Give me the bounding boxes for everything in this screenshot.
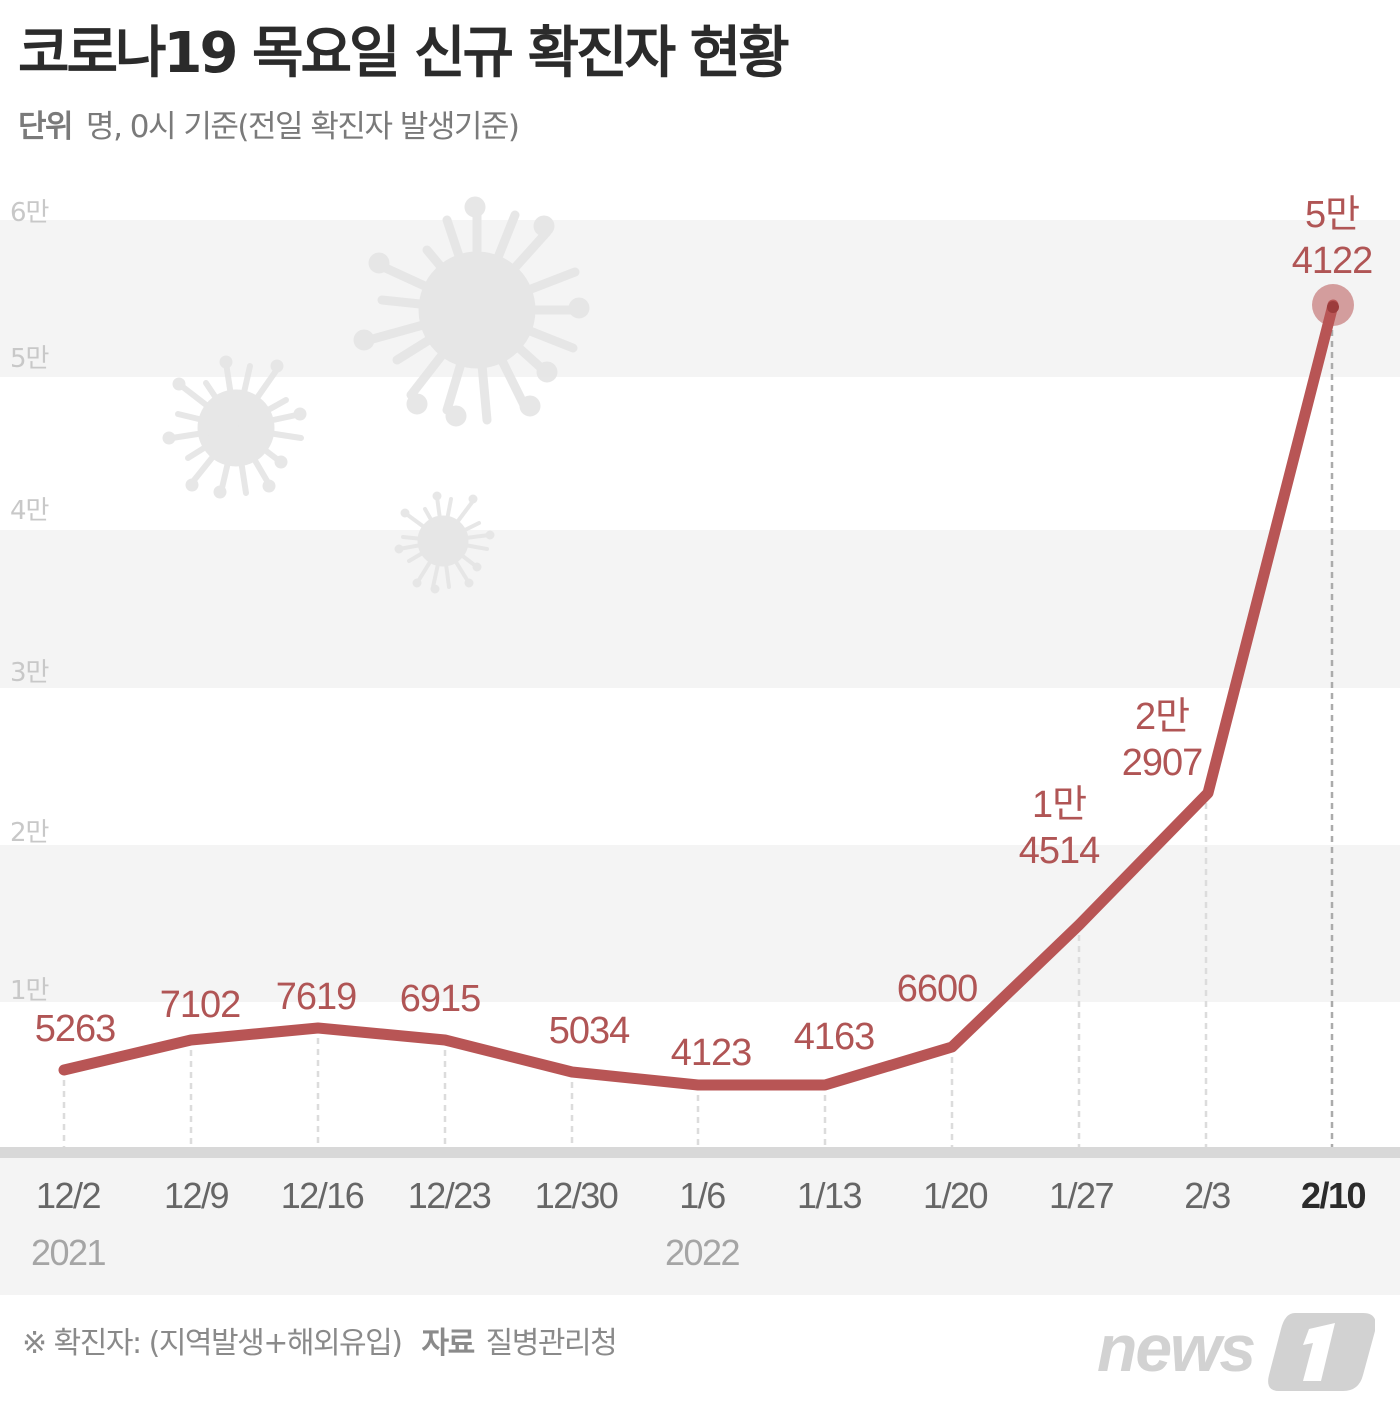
x-tick-label: 12/30 bbox=[534, 1175, 619, 1216]
data-label: 6915 bbox=[399, 978, 482, 1020]
data-label: 4123 bbox=[670, 1032, 753, 1074]
x-tick-label: 1/6 bbox=[679, 1175, 726, 1216]
x-axis-bar bbox=[0, 1147, 1400, 1158]
data-label: 5263 bbox=[34, 1008, 117, 1050]
data-label: 2만 2907 bbox=[1121, 696, 1204, 784]
x-tick-label: 1/13 bbox=[796, 1175, 863, 1216]
data-label: 5034 bbox=[548, 1010, 631, 1052]
x-tick-label: 1/27 bbox=[1048, 1175, 1115, 1216]
x-tick-label: 12/23 bbox=[407, 1175, 492, 1216]
x-axis-panel bbox=[0, 1158, 1400, 1295]
x-tick-label: 12/2 bbox=[35, 1175, 102, 1216]
grid-band bbox=[0, 845, 1400, 1002]
y-tick-label: 4만 bbox=[10, 496, 49, 526]
note-text: ※ 확진자: (지역발생+해외유입) bbox=[22, 1326, 403, 1361]
grid-band bbox=[0, 530, 1400, 688]
year-label: 2021 bbox=[30, 1232, 107, 1273]
footer-note: ※ 확진자: (지역발생+해외유입) 자료 질병관리청 bbox=[22, 1322, 618, 1366]
x-tick-label: 1/20 bbox=[922, 1175, 989, 1216]
y-tick-label: 3만 bbox=[10, 658, 49, 688]
virus-icon bbox=[162, 196, 590, 594]
svg-text:news: news bbox=[1097, 1311, 1254, 1385]
x-tick-label: 12/16 bbox=[280, 1175, 365, 1216]
source-text: 질병관리청 bbox=[485, 1326, 618, 1361]
news1-logo-icon: news bbox=[1097, 1311, 1376, 1391]
chart-title: 코로나19 목요일 신규 확진자 현황 bbox=[18, 21, 790, 86]
year-label: 2022 bbox=[664, 1232, 741, 1273]
source-label: 자료 bbox=[421, 1326, 475, 1361]
guide-lines bbox=[62, 803, 1208, 1148]
y-tick-label: 5만 bbox=[10, 344, 49, 374]
x-tick-label: 12/9 bbox=[163, 1175, 230, 1216]
y-tick-label: 6만 bbox=[10, 198, 49, 228]
x-tick-label-current: 2/10 bbox=[1300, 1175, 1367, 1216]
data-line bbox=[58, 299, 1339, 1091]
data-label: 6600 bbox=[896, 968, 979, 1010]
x-tick-label: 2/3 bbox=[1184, 1175, 1231, 1216]
data-label-highlight: 5만 4122 bbox=[1291, 194, 1374, 282]
grid-band bbox=[0, 220, 1400, 377]
unit-text: 명, 0시 기준(전일 확진자 발생기준) bbox=[86, 109, 520, 145]
unit-label: 단위 bbox=[18, 109, 74, 145]
highlight-point bbox=[1327, 301, 1339, 313]
data-label: 7619 bbox=[275, 976, 358, 1018]
news1-logo: news bbox=[1095, 1305, 1376, 1395]
chart-subtitle: 단위 명, 0시 기준(전일 확진자 발생기준) bbox=[18, 104, 520, 150]
data-label: 7102 bbox=[159, 984, 242, 1026]
y-tick-label: 2만 bbox=[10, 818, 49, 848]
y-tick-label: 1만 bbox=[10, 976, 49, 1006]
data-label: 1만 4514 bbox=[1018, 784, 1101, 872]
data-label: 4163 bbox=[793, 1016, 876, 1058]
